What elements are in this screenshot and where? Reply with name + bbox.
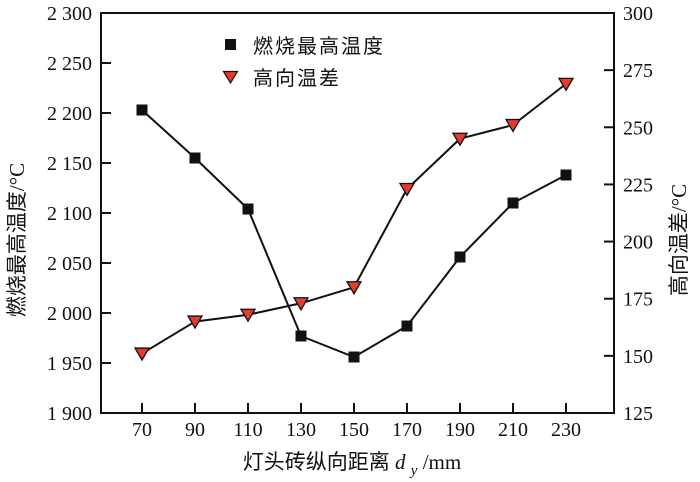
right-axis-tick-label: 275 (623, 60, 653, 82)
x-axis-label-prefix: 灯头砖纵向距离 (243, 450, 395, 474)
legend-label: 高向温差 (253, 67, 341, 90)
data-point-triangle-down (398, 182, 416, 197)
data-point-triangle-down (292, 297, 310, 312)
legend-item-max-temperature: 燃烧最高温度 (225, 35, 385, 58)
legend: 燃烧最高温度 高向温差 (222, 35, 385, 90)
x-axis-tick-label: 190 (445, 419, 475, 441)
data-point-square (401, 320, 413, 332)
x-axis-tick-label: 130 (286, 419, 316, 441)
series-line-triangle-down (141, 83, 567, 355)
data-point-triangle-down (557, 77, 575, 92)
data-point-triangle-down (451, 132, 469, 147)
x-axis-label-variable: d (395, 450, 406, 474)
x-axis-label-suffix: /mm (423, 450, 462, 474)
data-point-triangle-down (345, 281, 363, 296)
x-axis-tick-label: 210 (498, 419, 528, 441)
x-axis-label: 灯头砖纵向距离 d y /mm (243, 450, 461, 480)
x-axis-tick-label: 150 (339, 419, 369, 441)
right-axis-tick-label: 250 (623, 117, 653, 139)
legend-item-height-temp-difference: 高向温差 (222, 67, 341, 90)
left-axis-tick-label: 1 900 (47, 403, 92, 425)
plot-area: 1 900 1 950 2 000 2 050 2 100 2 150 2 200 2 250… (47, 3, 653, 441)
left-axis-tick-label: 2 100 (47, 203, 92, 225)
right-axis-tick-label: 200 (623, 232, 653, 254)
x-axis-tick-label: 170 (392, 419, 422, 441)
right-axis-tick-label: 150 (623, 346, 653, 368)
data-point-triangle-down (504, 118, 522, 133)
legend-label: 燃烧最高温度 (253, 35, 385, 58)
x-axis-tick-label: 110 (233, 419, 262, 441)
x-axis-tick-label: 70 (132, 419, 152, 441)
plot-frame (100, 12, 615, 414)
left-axis-tick-label: 2 150 (47, 153, 92, 175)
data-point-square (136, 104, 148, 116)
data-point-square (348, 351, 360, 363)
triangle-down-marker-icon (222, 70, 239, 85)
right-axis-tick-label: 125 (623, 403, 653, 425)
x-axis-tick-label: 90 (185, 419, 205, 441)
left-axis-tick-label: 2 300 (47, 3, 92, 25)
data-point-triangle-down (186, 315, 204, 330)
y-axis-label-left: 燃烧最高温度/°C (5, 163, 29, 317)
right-axis-tick-label: 225 (623, 174, 653, 196)
data-point-triangle-down (133, 347, 151, 362)
left-axis-tick-label: 2 050 (47, 253, 92, 275)
data-point-triangle-down (239, 308, 257, 323)
y-axis-label-right: 高向温差/°C (667, 184, 691, 296)
x-axis-label-subscript: y (409, 463, 418, 479)
data-point-square (242, 203, 254, 215)
data-point-square (189, 152, 201, 164)
square-marker-icon (225, 39, 236, 50)
right-axis-tick-label: 175 (623, 289, 653, 311)
left-axis-tick-label: 2 200 (47, 103, 92, 125)
data-point-square (507, 197, 519, 209)
data-point-square (454, 251, 466, 263)
data-point-square (560, 169, 572, 181)
right-axis-tick-label: 300 (623, 3, 653, 25)
x-axis-tick-label: 230 (551, 419, 581, 441)
left-axis-tick-label: 2 250 (47, 53, 92, 75)
left-axis-tick-label: 1 950 (47, 353, 92, 375)
data-point-square (295, 330, 307, 342)
left-axis-tick-label: 2 000 (47, 303, 92, 325)
